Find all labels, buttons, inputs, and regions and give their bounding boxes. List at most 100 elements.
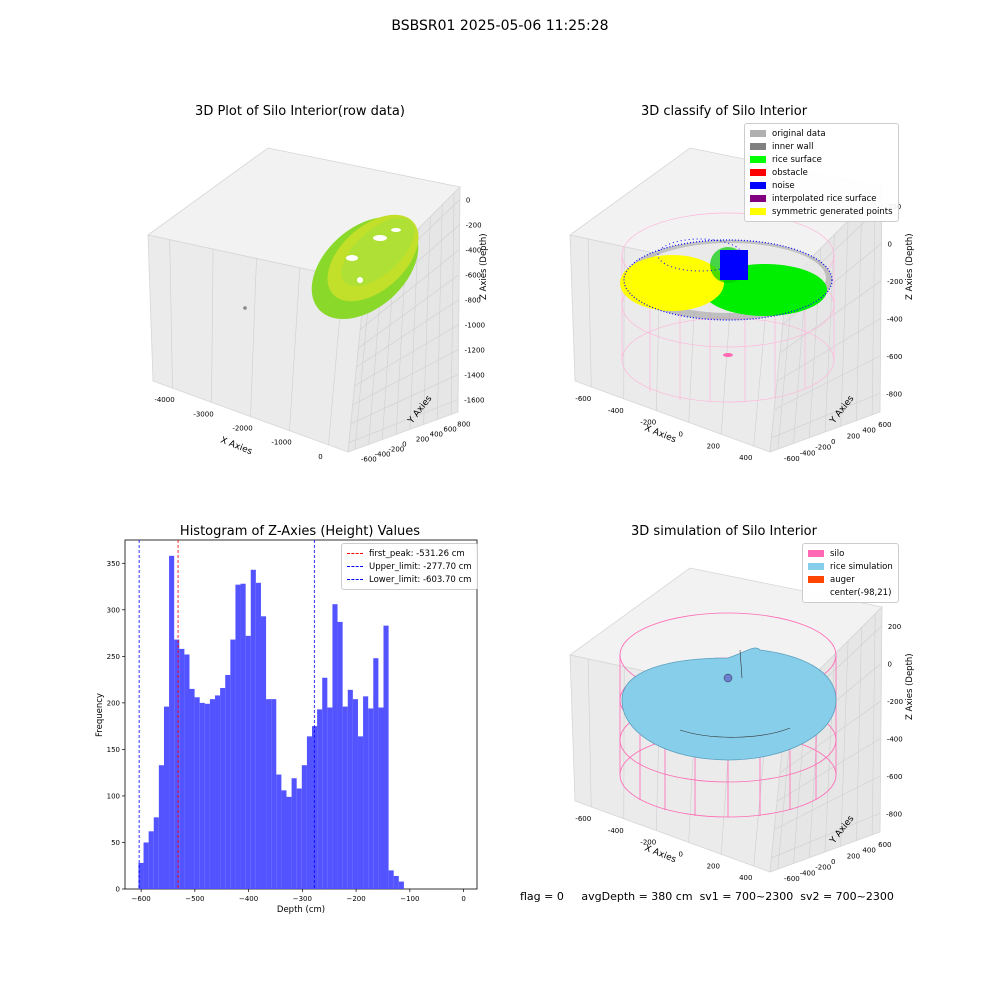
x-tick-label: −400 (239, 895, 258, 903)
raw-x-label: X Axies (219, 436, 254, 458)
z-gridline (771, 392, 881, 439)
histogram-bar (143, 842, 149, 889)
x-gridline (587, 658, 592, 807)
z-tick-label: -200 (887, 698, 903, 706)
x-tick-label: -2000 (232, 425, 252, 433)
legend-swatch (750, 195, 766, 202)
x-tick-label: -600 (575, 395, 591, 403)
histogram-bar (296, 788, 302, 889)
histogram-bar (266, 699, 272, 889)
raw-point-cloud (243, 214, 419, 320)
y-tick-label: -400 (800, 449, 816, 457)
histogram-bar (163, 706, 170, 889)
status-avg-depth: avgDepth = 380 cm (581, 890, 693, 903)
z-tick-label: -400 (887, 735, 903, 743)
x-gridline (587, 238, 592, 387)
z-tick-label: -200 (887, 278, 903, 286)
raw-axes-panes (147, 147, 461, 453)
y-tick-label: 200 (847, 432, 860, 440)
histogram-bar (230, 639, 236, 889)
z-tick-label: -1600 (464, 397, 484, 405)
x-tick-label: −500 (185, 895, 204, 903)
x-tick-label: -400 (608, 407, 624, 415)
histogram-bar (153, 817, 159, 889)
z-tick-label: -600 (465, 272, 481, 280)
x-gridline (289, 267, 301, 431)
x-gridline (169, 239, 173, 389)
z-tick-label: -800 (886, 810, 902, 818)
histogram-bar (306, 736, 313, 889)
legend-symmetric-generated-points: symmetric generated points (750, 205, 893, 218)
histogram-bar (357, 736, 364, 889)
histogram-bar (291, 778, 297, 889)
simulation-x-label: X Axies (643, 844, 678, 866)
z-tick-label: -600 (887, 773, 903, 781)
y-tick-label: 350 (107, 560, 120, 568)
histogram-legend: first_peak: -531.26 cm Upper_limit: -277… (341, 543, 478, 590)
z-gridline (348, 399, 459, 443)
x-tick-label: 400 (739, 454, 752, 462)
x-tick-label: −300 (293, 895, 312, 903)
histogram-bar (260, 616, 267, 889)
z-gridline (352, 349, 459, 406)
x-tick-label: -200 (640, 839, 656, 847)
histogram-threshold-lines (138, 540, 315, 889)
x-tick-label: −100 (400, 895, 419, 903)
histogram-bar (368, 708, 374, 889)
figure-title: BSBSR01 2025-05-06 11:25:28 (391, 18, 609, 34)
histogram-bar (138, 862, 144, 889)
histogram-bar (317, 709, 323, 889)
x-tick-label: -3000 (193, 410, 213, 418)
x-tick-label: 400 (739, 874, 752, 882)
histogram-ticks: −600 −500 −400 −300 −200 −100 0 0 50 100 150 200 250… (107, 560, 466, 903)
histogram-bar (255, 582, 261, 889)
y-tick-label: 0 (116, 886, 120, 894)
classify-plot-title: 3D classify of Silo Interior (640, 104, 808, 119)
raw-plot-title: 3D Plot of Silo Interior(row data) (195, 104, 405, 119)
legend-swatch (750, 169, 766, 176)
y-tick-label: 300 (107, 606, 120, 614)
y-tick-label: 800 (457, 421, 470, 429)
y-tick-label: -200 (815, 864, 831, 872)
histogram-bar (276, 774, 282, 889)
legend-original-data: original data (750, 127, 893, 140)
histogram-bar (342, 706, 348, 889)
legend-auger: auger (808, 573, 893, 586)
histogram-bar (388, 870, 394, 889)
x-tick-label: -200 (640, 419, 656, 427)
z-gridline (776, 737, 881, 802)
y-tick-label: -200 (388, 446, 404, 454)
x-tick-label: -400 (608, 827, 624, 835)
histogram-bar (194, 697, 200, 889)
legend-obstacle: obstacle (750, 166, 893, 179)
y-gridline (856, 207, 862, 421)
histogram-bar (393, 875, 399, 889)
histogram-bar (169, 555, 175, 889)
z-gridline (354, 324, 459, 387)
histogram-bar (174, 639, 180, 889)
classify-z-label: Z Axies (Depth) (905, 233, 915, 300)
histogram-bar (215, 695, 221, 889)
x-tick-label: -600 (575, 815, 591, 823)
z-tick-label: 0 (888, 240, 892, 248)
z-tick-label: -800 (465, 297, 481, 305)
classify-legend: original data inner wall rice surface ob… (744, 123, 899, 222)
y-gridline (824, 234, 835, 433)
legend-rice-surface: rice surface (750, 153, 893, 166)
y-tick-label: 600 (443, 426, 456, 434)
y-tick-label: 600 (878, 841, 891, 849)
z-tick-label: -1200 (465, 347, 485, 355)
z-gridline (776, 317, 881, 382)
z-tick-label: 0 (466, 197, 470, 205)
legend-swatch (750, 182, 766, 189)
y-tick-label: 400 (862, 847, 875, 855)
z-tick-label: -800 (886, 390, 902, 398)
histogram-bar (148, 831, 154, 889)
y-tick-label: -400 (375, 451, 391, 459)
z-gridline (779, 280, 882, 354)
z-tick-label: -1400 (464, 372, 484, 380)
status-sv2: sv2 = 700~2300 (800, 890, 894, 903)
y-tick-label: 150 (107, 746, 120, 754)
